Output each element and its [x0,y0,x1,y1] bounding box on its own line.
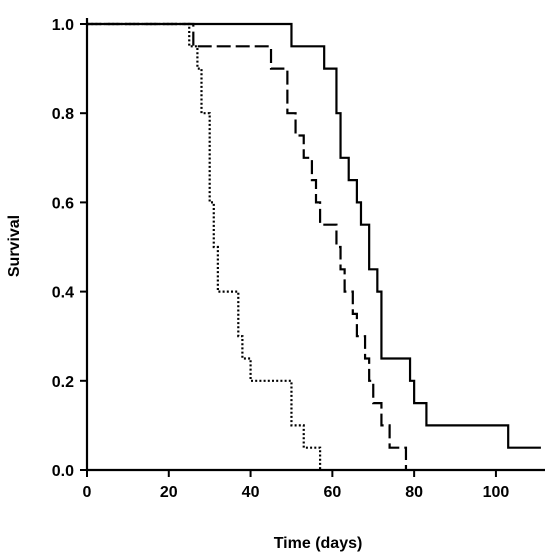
x-tick-label: 80 [405,484,423,501]
x-tick-label: 0 [83,484,92,501]
y-tick-label: 0.6 [52,195,74,212]
y-tick-label: 1.0 [52,17,74,34]
x-axis: 0 20 40 60 80 100 [83,468,545,501]
y-tick-label: 0.2 [52,374,74,391]
x-tick-label: 20 [160,484,178,501]
survival-curve-solid [87,22,541,449]
x-axis-title: Time (days) [274,535,363,552]
x-tick-label: 60 [323,484,341,501]
y-axis: 0.0 0.2 0.4 0.6 0.8 1.0 [52,17,89,480]
plot-area [87,22,541,470]
y-tick-label: 0.8 [52,106,74,123]
x-tick-label: 100 [483,484,510,501]
y-tick-label: 0.0 [52,463,74,480]
survival-curve-dashed [87,22,408,470]
x-tick-label: 40 [242,484,260,501]
y-tick-label: 0.4 [52,285,74,302]
survival-curve-dotted [87,22,322,470]
y-axis-title: Survival [6,215,23,277]
